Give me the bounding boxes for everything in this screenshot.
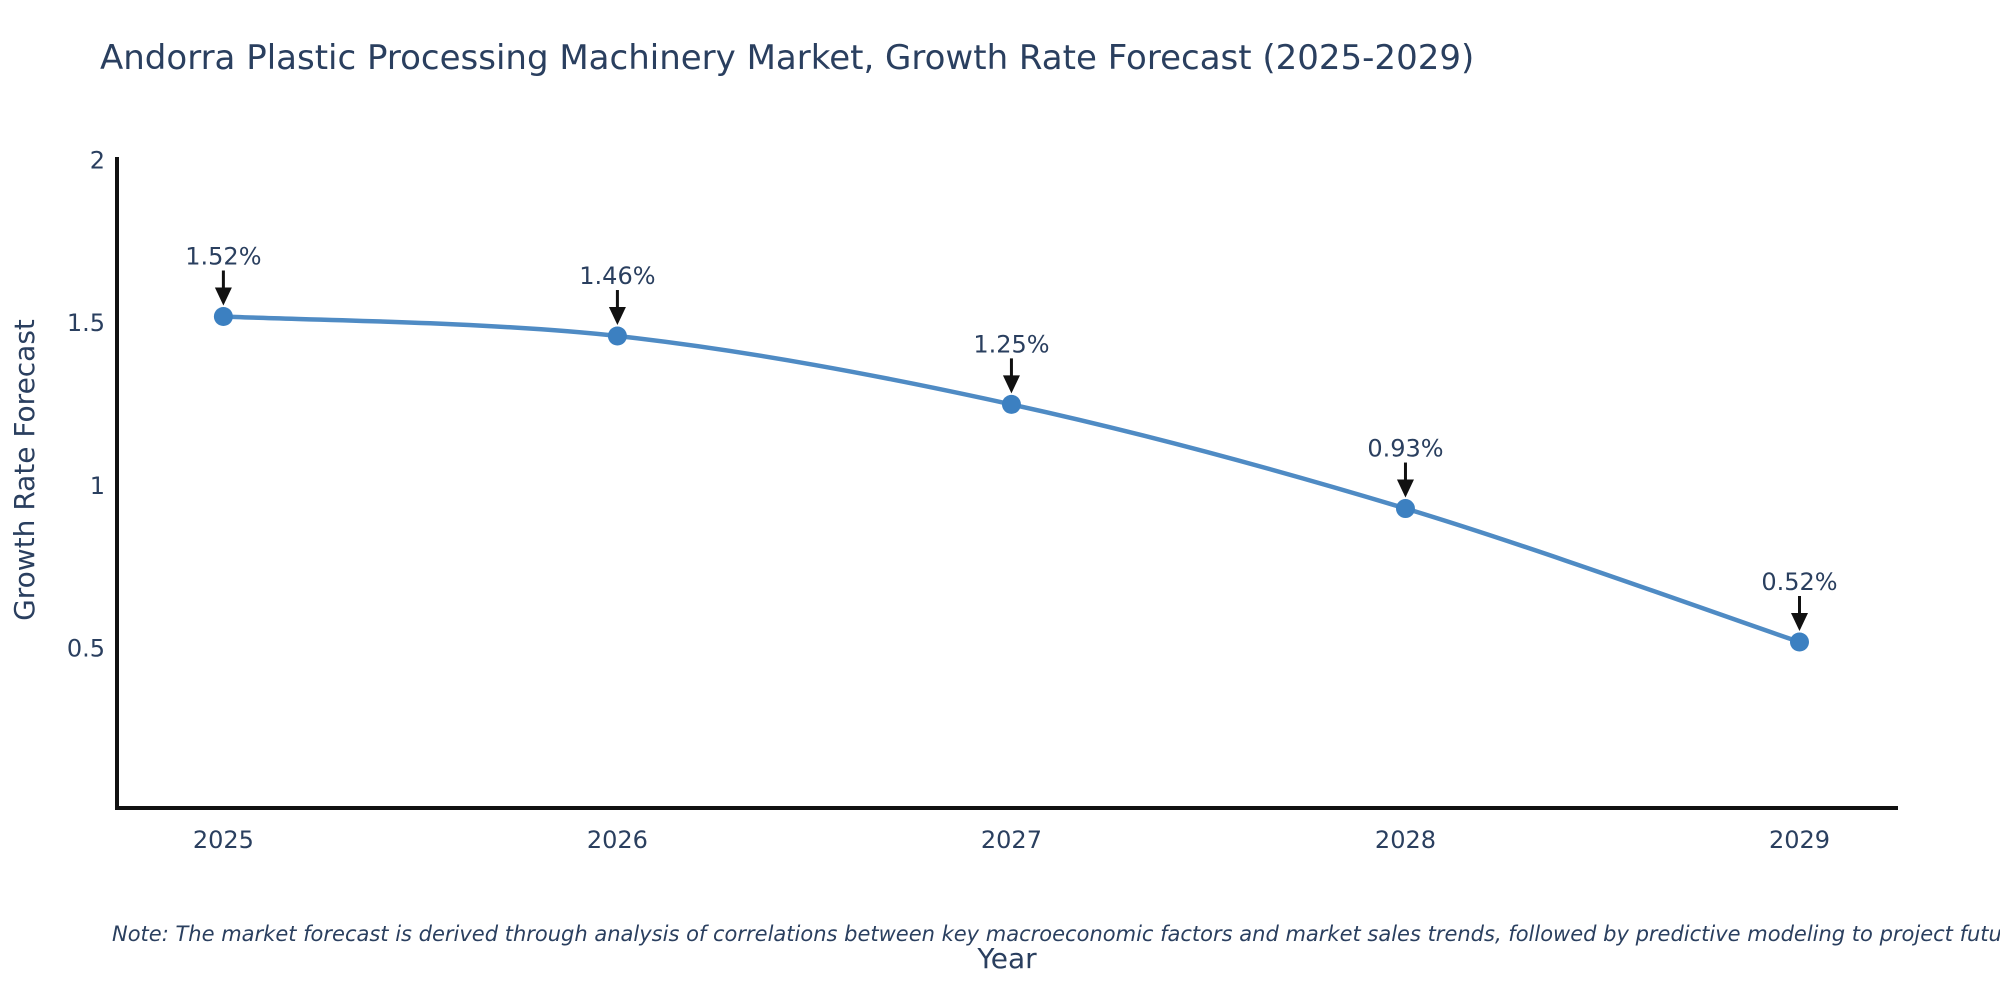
y-tick-label: 1.5 (67, 309, 105, 337)
x-tick-label: 2025 (193, 826, 254, 854)
data-point-marker (1789, 632, 1809, 652)
x-tick-label: 2027 (981, 826, 1042, 854)
y-tick-label: 2 (90, 146, 105, 174)
x-tick-label: 2029 (1769, 826, 1830, 854)
annotation-label: 1.25% (973, 330, 1049, 358)
annotation-label: 1.52% (185, 242, 261, 270)
y-axis-title: Growth Rate Forecast (8, 319, 41, 621)
y-tick-label: 1 (90, 472, 105, 500)
data-point-marker (213, 306, 233, 326)
chart-title: Andorra Plastic Processing Machinery Mar… (100, 38, 1475, 78)
data-point-marker (607, 326, 627, 346)
annotation-label: 0.52% (1761, 568, 1837, 596)
annotation-arrow-head (608, 307, 626, 326)
data-point-marker (1001, 394, 1021, 414)
x-tick-label: 2028 (1375, 826, 1436, 854)
annotation-label: 1.46% (579, 262, 655, 290)
annotation-arrow-head (1396, 479, 1414, 498)
annotation-label: 0.93% (1367, 435, 1443, 463)
footnote: Note: The market forecast is derived thr… (112, 922, 2000, 946)
x-axis-title: Year (976, 942, 1037, 975)
annotation-arrow-head (1002, 375, 1020, 394)
annotation-arrow-head (214, 287, 232, 306)
x-tick-label: 2026 (587, 826, 648, 854)
data-point-marker (1395, 499, 1415, 519)
y-tick-label: 0.5 (67, 635, 105, 663)
annotation-arrow-head (1790, 612, 1808, 631)
